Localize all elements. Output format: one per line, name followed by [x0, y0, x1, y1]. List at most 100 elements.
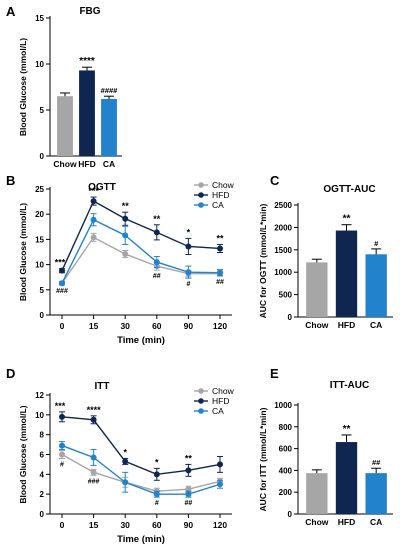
x-axis-title-d: Time (min) [117, 534, 165, 545]
significance-star-b: * [187, 227, 191, 237]
x-tick-label-b: 120 [213, 321, 227, 331]
x-tick-label-b: 15 [89, 321, 99, 331]
y-axis-title-b: Blood Glucose (mmol/L) [18, 203, 28, 301]
data-point-d-chow [90, 469, 97, 476]
bar-a-ca [101, 98, 117, 156]
series-line-b-hfd [61, 200, 221, 271]
series-line-b-chow [61, 236, 220, 284]
y-tick-label-d: 0 [40, 510, 45, 519]
y-tick-label-d: 8 [40, 431, 45, 440]
data-point-b-hfd [217, 245, 223, 252]
y-tick-label-b: 0 [40, 311, 45, 320]
significance-star-b: *** [55, 258, 66, 268]
significance-hash-b: # [186, 281, 190, 288]
y-tick-label-c: 500 [279, 291, 293, 300]
y-axis-title-c: AUC for OGTT (mmol/L*min) [258, 203, 268, 318]
y-tick-label-c: 0 [288, 313, 293, 322]
data-point-d-hfd [122, 458, 129, 465]
bar-e-hfd [335, 442, 358, 514]
bar-c-ca [365, 254, 387, 317]
significance-label-c: # [374, 239, 379, 248]
legend-marker-d [198, 398, 204, 404]
x-tick-label-c: Chow [305, 320, 329, 330]
data-point-b-hfd [90, 198, 97, 205]
y-tick-label-b: 25 [35, 185, 44, 194]
y-tick-label-d: 4 [40, 470, 45, 479]
x-tick-label-e: HFD [338, 517, 355, 527]
x-tick-label-d: 90 [184, 520, 194, 530]
series-line-d-hfd [61, 416, 221, 476]
y-tick-label-b: 20 [35, 210, 44, 219]
data-point-b-ca [122, 232, 129, 239]
series-line-d-chow [61, 453, 221, 492]
y-tick-label-e: 600 [279, 445, 293, 454]
significance-star-b: ** [153, 214, 161, 224]
significance-star-d: ** [185, 453, 193, 463]
y-tick-label-c: 2500 [274, 201, 292, 210]
significance-label-c: ** [343, 214, 351, 225]
legend-marker-d [198, 408, 204, 414]
chart-title-c: OGTT-AUC [323, 184, 375, 195]
significance-hash-d: ### [88, 478, 100, 485]
series-line-b-ca [61, 218, 221, 284]
panel-label-a: A [6, 4, 16, 19]
significance-star-d: * [155, 457, 159, 467]
y-axis-title-e: AUC for ITT (mmol/L*min) [258, 407, 268, 511]
significance-star-b: ** [122, 201, 130, 211]
x-tick-label-b: 0 [60, 321, 65, 331]
data-point-d-hfd [90, 416, 97, 423]
y-tick-label-d: 2 [40, 490, 45, 499]
chart-title-e: ITT-AUC [330, 380, 369, 391]
y-axis-title-d: Blood Glucose (mmol/L) [18, 405, 28, 503]
legend-label-b: HFD [212, 190, 229, 200]
y-tick-label-a: 0 [40, 152, 45, 161]
bar-c-hfd [335, 230, 358, 317]
significance-label-a: **** [79, 56, 95, 67]
y-tick-label-e: 1000 [274, 401, 292, 410]
y-tick-label-c: 2000 [274, 223, 292, 232]
legend-label-d: Chow [212, 386, 235, 396]
legend-marker-b [198, 192, 204, 198]
data-point-d-ca [122, 479, 129, 486]
data-point-b-hfd [59, 267, 65, 274]
x-tick-label-d: 15 [89, 520, 99, 530]
x-tick-label-e: CA [370, 517, 382, 527]
data-point-b-ca [217, 269, 223, 276]
data-point-b-chow [90, 234, 97, 241]
bar-e-ca [365, 473, 387, 514]
y-tick-label-d: 10 [35, 411, 44, 420]
bar-c-chow [306, 262, 328, 317]
data-point-b-ca [153, 259, 160, 266]
y-tick-label-a: 10 [35, 60, 44, 69]
y-tick-label-d: 12 [35, 391, 44, 400]
bar-a-hfd [79, 70, 95, 156]
significance-hash-d: ## [185, 500, 193, 507]
series-line-d-ca [61, 444, 221, 495]
legend-label-d: HFD [212, 396, 229, 406]
data-point-d-hfd [217, 461, 223, 468]
x-tick-label-c: HFD [338, 320, 355, 330]
x-axis-title-b: Time (min) [117, 335, 165, 346]
chart-title-b: OGTT [88, 182, 116, 193]
bar-a-chow [57, 96, 73, 156]
x-tick-label-b: 60 [152, 321, 162, 331]
significance-hash-b: ## [216, 279, 224, 286]
x-tick-label-c: CA [370, 320, 382, 330]
significance-star-d: * [123, 447, 127, 457]
legend-marker-b [198, 182, 204, 188]
significance-label-a: #### [101, 86, 119, 95]
data-point-d-ca [185, 491, 192, 498]
x-tick-label-d: 0 [60, 520, 65, 530]
y-tick-label-c: 1000 [274, 268, 292, 277]
data-point-d-ca [153, 491, 160, 498]
legend-label-b: Chow [212, 180, 235, 190]
y-tick-label-b: 5 [40, 286, 45, 295]
x-tick-label-b: 90 [184, 321, 194, 331]
significance-star-d: *** [55, 401, 66, 411]
significance-star-d: **** [87, 405, 102, 415]
y-tick-label-a: 5 [40, 106, 45, 115]
significance-label-e: ** [343, 424, 351, 435]
chart-title-a: FBG [79, 6, 100, 17]
legend-marker-b [198, 202, 204, 208]
y-tick-label-b: 10 [35, 261, 44, 270]
